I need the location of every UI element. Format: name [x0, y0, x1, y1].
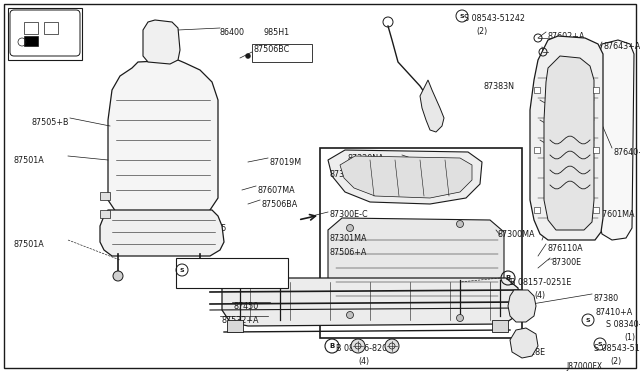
Bar [534, 147, 540, 153]
Bar [492, 320, 508, 332]
Text: B 08157-0251E: B 08157-0251E [510, 278, 572, 287]
Text: 87383N: 87383N [484, 82, 515, 91]
Bar [593, 87, 599, 93]
Text: (1): (1) [624, 333, 635, 342]
Text: S 08543-51242: S 08543-51242 [594, 344, 640, 353]
Polygon shape [328, 218, 504, 320]
Text: 87501A: 87501A [14, 156, 45, 165]
Text: 87640+A: 87640+A [614, 148, 640, 157]
Bar [8, 8, 82, 60]
Circle shape [346, 224, 353, 231]
Text: 985H1: 985H1 [263, 28, 289, 37]
Polygon shape [340, 156, 472, 198]
Bar [44, 22, 58, 34]
Text: B: B [330, 343, 335, 349]
Text: 87620PA: 87620PA [548, 230, 583, 239]
Circle shape [351, 339, 365, 353]
Text: S 08543-51242: S 08543-51242 [464, 14, 525, 23]
Circle shape [113, 271, 123, 281]
Text: 87501A: 87501A [14, 240, 45, 249]
Text: 87506BC: 87506BC [254, 45, 291, 54]
Text: 873110A: 873110A [330, 170, 365, 179]
Polygon shape [508, 290, 536, 322]
Text: 87300MA: 87300MA [498, 230, 536, 239]
Bar [593, 207, 599, 213]
Text: 876110A: 876110A [548, 244, 584, 253]
Bar [24, 36, 38, 46]
Text: S: S [586, 317, 590, 323]
Bar [593, 147, 599, 153]
Text: 87450: 87450 [234, 302, 259, 311]
FancyBboxPatch shape [10, 10, 80, 56]
Bar [534, 87, 540, 93]
Text: 87301MA: 87301MA [330, 234, 367, 243]
Text: 87506BA: 87506BA [262, 200, 298, 209]
Text: (2): (2) [196, 281, 207, 290]
Text: 87320NA: 87320NA [348, 154, 385, 163]
Text: 87506+A: 87506+A [330, 248, 367, 257]
Text: 87602+A: 87602+A [548, 32, 586, 41]
Bar [320, 148, 522, 338]
Polygon shape [328, 150, 482, 204]
Text: J87000FX: J87000FX [566, 362, 602, 371]
Text: 87607MA: 87607MA [258, 186, 296, 195]
Text: 87505+B: 87505+B [32, 118, 70, 127]
Circle shape [346, 311, 353, 318]
Text: 87019M: 87019M [270, 158, 302, 167]
Text: S: S [598, 341, 602, 346]
Text: 87410+A: 87410+A [596, 308, 633, 317]
Bar [100, 192, 110, 200]
Text: 87380: 87380 [594, 294, 619, 303]
Polygon shape [108, 60, 218, 220]
Polygon shape [420, 80, 444, 132]
Polygon shape [100, 210, 224, 256]
Text: S: S [180, 267, 184, 273]
Text: (2): (2) [610, 357, 621, 366]
Text: S: S [460, 13, 464, 19]
Text: S 08340-40642: S 08340-40642 [606, 320, 640, 329]
Polygon shape [143, 20, 180, 64]
Text: B 08156-8201F: B 08156-8201F [336, 344, 397, 353]
Text: (2): (2) [476, 27, 487, 36]
Text: 87603+A: 87603+A [544, 47, 581, 56]
Text: 87300E-C: 87300E-C [330, 210, 369, 219]
Text: 87506BC: 87506BC [252, 52, 288, 61]
Text: 87318E: 87318E [516, 348, 546, 357]
Bar [252, 44, 312, 62]
Text: (4): (4) [534, 291, 545, 300]
Text: 86400: 86400 [220, 28, 245, 37]
Circle shape [456, 314, 463, 321]
Text: 87532+A: 87532+A [222, 316, 259, 325]
Polygon shape [222, 278, 520, 326]
Bar [176, 258, 288, 288]
Bar [24, 22, 38, 34]
Polygon shape [510, 328, 538, 358]
Text: 87601MA: 87601MA [598, 210, 636, 219]
Circle shape [385, 339, 399, 353]
Text: B: B [506, 275, 511, 281]
Polygon shape [544, 56, 594, 230]
Text: S 08543-51242: S 08543-51242 [176, 268, 237, 277]
Text: 87505: 87505 [202, 224, 227, 233]
Text: 87643+A: 87643+A [604, 42, 640, 51]
Bar [534, 207, 540, 213]
Circle shape [195, 269, 205, 279]
Text: (4): (4) [358, 357, 369, 366]
Polygon shape [598, 40, 634, 240]
Circle shape [246, 54, 250, 58]
Text: 87300E: 87300E [552, 258, 582, 267]
Bar [100, 210, 110, 218]
Bar [227, 320, 243, 332]
Polygon shape [530, 36, 603, 240]
Circle shape [456, 221, 463, 228]
